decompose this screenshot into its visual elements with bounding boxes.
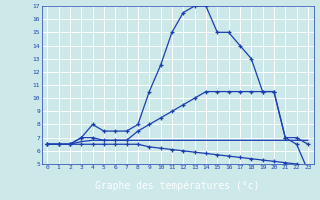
Text: Graphe des températures (°c): Graphe des températures (°c) [95,181,260,191]
